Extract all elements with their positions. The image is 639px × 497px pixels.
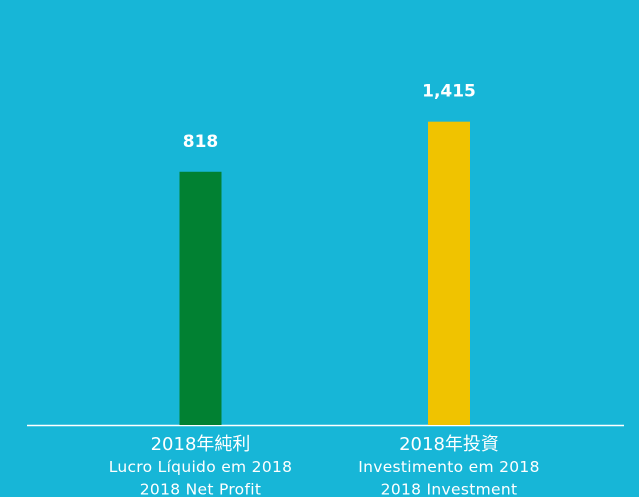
value-label: 1,415 (422, 82, 476, 102)
category-label: Investimento em 2018 (358, 458, 540, 476)
category-label: Lucro Líquido em 2018 (109, 458, 293, 476)
category-label: 2018 Investment (381, 481, 518, 497)
value-label: 818 (183, 132, 219, 152)
category-label: 2018年純利 (151, 434, 251, 455)
category-label: 2018 Net Profit (140, 481, 261, 497)
bar (179, 171, 222, 425)
category-label: 2018年投資 (399, 434, 499, 455)
bar (428, 121, 470, 425)
